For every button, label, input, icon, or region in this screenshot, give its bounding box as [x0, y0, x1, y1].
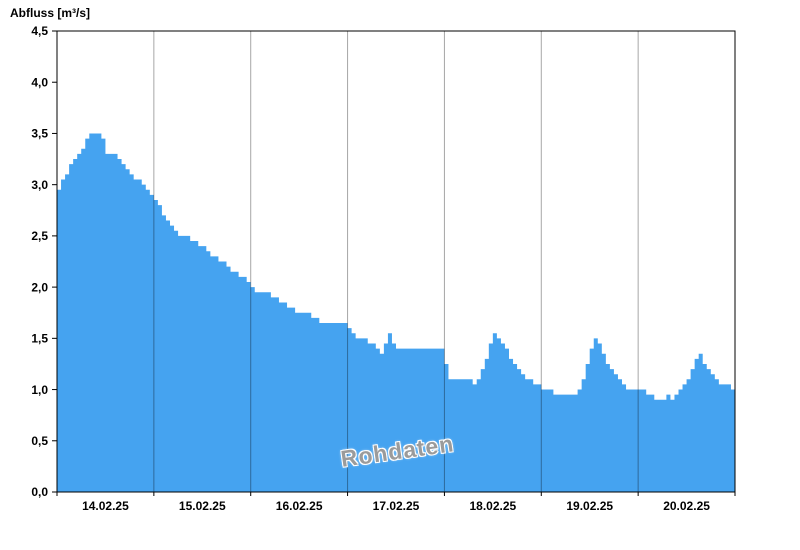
y-tick-label: 3,5 — [31, 127, 48, 141]
y-tick-label: 1,5 — [31, 332, 48, 346]
x-day-label: 15.02.25 — [179, 499, 226, 513]
x-day-label: 16.02.25 — [276, 499, 323, 513]
plot-border — [56, 30, 736, 493]
x-day-label: 20.02.25 — [663, 499, 710, 513]
discharge-area-series — [57, 133, 735, 492]
y-tick-label: 1,0 — [31, 383, 48, 397]
x-day-label: 18.02.25 — [469, 499, 516, 513]
y-tick-label: 2,5 — [31, 229, 48, 243]
y-tick-label: 0,5 — [31, 434, 48, 448]
y-tick-label: 3,0 — [31, 178, 48, 192]
x-day-label: 17.02.25 — [373, 499, 420, 513]
x-day-label: 19.02.25 — [566, 499, 613, 513]
y-tick-label: 2,0 — [31, 280, 48, 294]
y-axis-title: Abfluss [m³/s] — [10, 6, 91, 20]
y-tick-label: 0,0 — [31, 485, 48, 499]
x-day-label: 14.02.25 — [82, 499, 129, 513]
y-tick-label: 4,5 — [31, 24, 48, 38]
y-tick-label: 4,0 — [31, 75, 48, 89]
